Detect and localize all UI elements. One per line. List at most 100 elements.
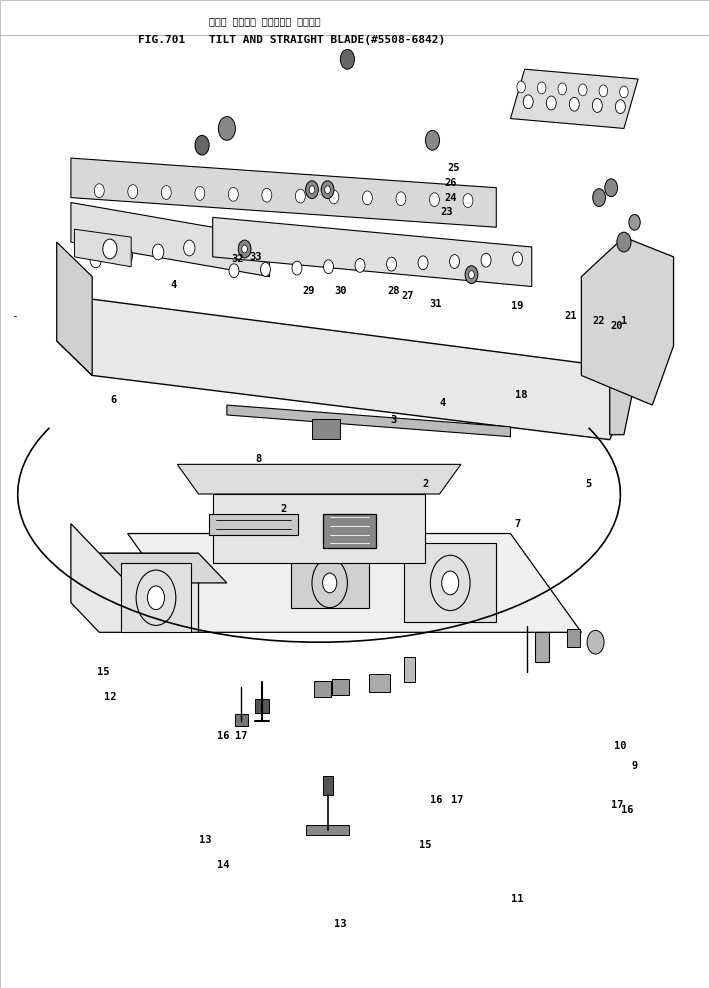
Text: 27: 27 bbox=[401, 291, 414, 301]
Circle shape bbox=[593, 189, 605, 206]
Circle shape bbox=[599, 85, 608, 97]
Circle shape bbox=[537, 82, 546, 94]
Circle shape bbox=[587, 630, 604, 654]
Bar bbox=[235, 714, 248, 726]
Circle shape bbox=[260, 263, 270, 277]
Circle shape bbox=[620, 86, 628, 98]
Text: 23: 23 bbox=[440, 207, 453, 217]
Circle shape bbox=[296, 189, 306, 203]
Polygon shape bbox=[71, 158, 496, 227]
Text: 15: 15 bbox=[96, 667, 109, 677]
Circle shape bbox=[546, 96, 556, 110]
Circle shape bbox=[325, 186, 330, 194]
Circle shape bbox=[262, 189, 272, 203]
Circle shape bbox=[615, 100, 625, 114]
Text: 3: 3 bbox=[391, 415, 396, 425]
Text: 12: 12 bbox=[104, 692, 116, 701]
Text: チルト オヒビア ストレート ブレード: チルト オヒビア ストレート ブレード bbox=[209, 16, 320, 26]
Text: 16: 16 bbox=[621, 805, 634, 815]
Polygon shape bbox=[510, 69, 638, 128]
Circle shape bbox=[418, 256, 428, 270]
Text: 13: 13 bbox=[334, 919, 347, 929]
Circle shape bbox=[463, 194, 473, 207]
Polygon shape bbox=[128, 534, 581, 632]
Text: 17: 17 bbox=[235, 731, 247, 741]
Circle shape bbox=[517, 81, 525, 93]
Polygon shape bbox=[323, 514, 376, 548]
Text: 26: 26 bbox=[444, 178, 457, 188]
Polygon shape bbox=[121, 563, 191, 632]
Circle shape bbox=[292, 261, 302, 275]
Bar bbox=[535, 632, 549, 662]
Polygon shape bbox=[213, 217, 532, 287]
Circle shape bbox=[465, 266, 478, 284]
Polygon shape bbox=[227, 405, 510, 437]
Circle shape bbox=[430, 193, 440, 206]
Bar bbox=[567, 629, 580, 647]
Polygon shape bbox=[291, 558, 369, 608]
Polygon shape bbox=[57, 296, 624, 440]
Circle shape bbox=[329, 190, 339, 204]
Circle shape bbox=[121, 248, 133, 264]
Text: 4: 4 bbox=[440, 398, 446, 408]
Polygon shape bbox=[74, 229, 131, 267]
Text: 11: 11 bbox=[511, 894, 524, 904]
Circle shape bbox=[90, 252, 101, 268]
Polygon shape bbox=[404, 543, 496, 622]
Text: 10: 10 bbox=[614, 741, 627, 751]
Text: 22: 22 bbox=[593, 316, 605, 326]
Circle shape bbox=[340, 49, 354, 69]
Circle shape bbox=[228, 188, 238, 202]
Circle shape bbox=[425, 130, 440, 150]
Circle shape bbox=[162, 186, 172, 200]
Circle shape bbox=[94, 184, 104, 198]
Circle shape bbox=[323, 260, 333, 274]
Text: 32: 32 bbox=[231, 254, 244, 264]
Circle shape bbox=[103, 239, 117, 259]
Text: 17: 17 bbox=[610, 800, 623, 810]
Text: 28: 28 bbox=[387, 287, 400, 296]
Text: 6: 6 bbox=[111, 395, 116, 405]
Text: 18: 18 bbox=[515, 390, 527, 400]
Text: 14: 14 bbox=[217, 860, 230, 869]
Circle shape bbox=[242, 245, 247, 253]
Text: TILT AND STRAIGHT BLADE(#5508-6842): TILT AND STRAIGHT BLADE(#5508-6842) bbox=[209, 35, 445, 44]
Polygon shape bbox=[177, 464, 461, 494]
Circle shape bbox=[558, 83, 566, 95]
Text: 24: 24 bbox=[444, 193, 457, 203]
Text: 29: 29 bbox=[302, 287, 315, 296]
Circle shape bbox=[309, 186, 315, 194]
Circle shape bbox=[147, 586, 164, 610]
Bar bbox=[255, 699, 269, 713]
Polygon shape bbox=[71, 524, 199, 632]
Text: 17: 17 bbox=[451, 795, 464, 805]
Circle shape bbox=[323, 573, 337, 593]
Text: FIG.701: FIG.701 bbox=[138, 35, 186, 44]
Circle shape bbox=[195, 135, 209, 155]
Text: 7: 7 bbox=[515, 519, 520, 529]
Text: 33: 33 bbox=[249, 252, 262, 262]
Bar bbox=[306, 825, 349, 835]
Text: 2: 2 bbox=[423, 479, 428, 489]
Text: 1: 1 bbox=[621, 316, 627, 326]
Text: 13: 13 bbox=[199, 835, 212, 845]
Circle shape bbox=[469, 271, 474, 279]
Bar bbox=[323, 776, 333, 795]
Circle shape bbox=[593, 99, 602, 113]
Circle shape bbox=[306, 181, 318, 199]
Text: 19: 19 bbox=[511, 301, 524, 311]
Circle shape bbox=[481, 253, 491, 267]
Circle shape bbox=[386, 257, 396, 271]
Circle shape bbox=[579, 84, 587, 96]
Circle shape bbox=[229, 264, 239, 278]
Circle shape bbox=[128, 185, 138, 199]
Circle shape bbox=[321, 181, 334, 199]
Bar bbox=[312, 419, 340, 439]
Bar bbox=[404, 657, 415, 682]
Text: 16: 16 bbox=[217, 731, 230, 741]
Text: -: - bbox=[11, 311, 18, 321]
Text: 21: 21 bbox=[564, 311, 577, 321]
Circle shape bbox=[362, 191, 372, 205]
Polygon shape bbox=[99, 553, 227, 583]
Text: 8: 8 bbox=[256, 454, 262, 464]
